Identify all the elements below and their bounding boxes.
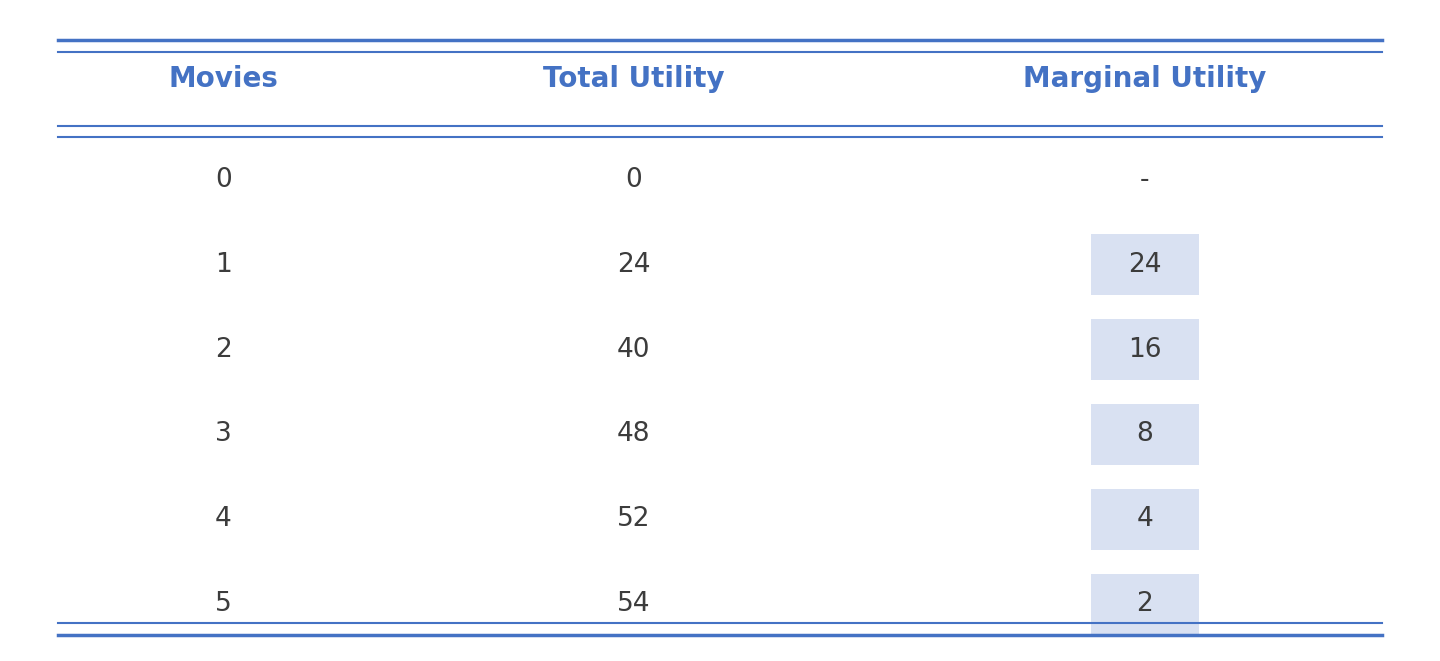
Text: 2: 2 <box>215 336 232 363</box>
Text: 0: 0 <box>215 167 232 193</box>
Text: 24: 24 <box>1128 252 1162 278</box>
Text: 4: 4 <box>215 506 232 532</box>
Text: Marginal Utility: Marginal Utility <box>1022 65 1267 93</box>
Text: 8: 8 <box>1136 421 1153 447</box>
Text: 24: 24 <box>616 252 651 278</box>
Text: 5: 5 <box>215 591 232 617</box>
Text: 2: 2 <box>1136 591 1153 617</box>
Text: 4: 4 <box>1136 506 1153 532</box>
Text: 16: 16 <box>1128 336 1162 363</box>
Text: 48: 48 <box>616 421 651 447</box>
Text: 40: 40 <box>616 336 651 363</box>
Text: 52: 52 <box>616 506 651 532</box>
Text: Movies: Movies <box>168 65 278 93</box>
Text: 3: 3 <box>215 421 232 447</box>
Text: 54: 54 <box>616 591 651 617</box>
Bar <box>1092 488 1200 550</box>
Bar <box>1092 234 1200 295</box>
Bar <box>1092 404 1200 465</box>
Bar <box>1092 574 1200 635</box>
Text: -: - <box>1140 167 1149 193</box>
Text: 1: 1 <box>215 252 232 278</box>
Text: Total Utility: Total Utility <box>543 65 724 93</box>
Bar <box>1092 319 1200 380</box>
Text: 0: 0 <box>625 167 642 193</box>
